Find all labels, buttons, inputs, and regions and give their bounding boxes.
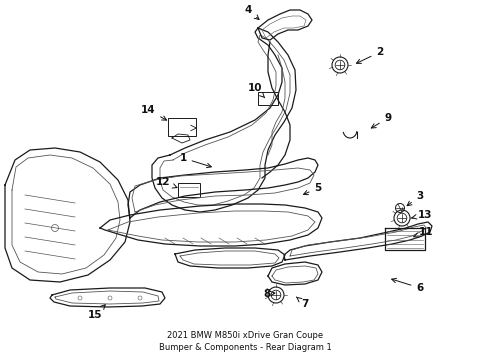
Text: 4: 4 xyxy=(245,5,259,19)
Text: 7: 7 xyxy=(296,297,309,309)
Text: 13: 13 xyxy=(412,210,432,220)
Text: 5: 5 xyxy=(303,183,321,195)
Text: 6: 6 xyxy=(392,278,424,293)
Text: 8: 8 xyxy=(264,289,275,299)
Text: 2021 BMW M850i xDrive Gran Coupe
Bumper & Components - Rear Diagram 1: 2021 BMW M850i xDrive Gran Coupe Bumper … xyxy=(159,331,331,352)
Text: 12: 12 xyxy=(156,177,177,188)
Text: 9: 9 xyxy=(371,113,392,128)
Text: 1: 1 xyxy=(179,153,211,168)
Text: 10: 10 xyxy=(248,83,265,98)
Text: 2: 2 xyxy=(357,47,384,63)
Text: 15: 15 xyxy=(88,305,105,320)
Text: 11: 11 xyxy=(414,227,433,237)
Text: 14: 14 xyxy=(141,105,167,120)
Bar xyxy=(178,183,200,197)
Text: 3: 3 xyxy=(407,191,424,206)
Bar xyxy=(168,118,196,136)
Bar xyxy=(258,92,278,105)
